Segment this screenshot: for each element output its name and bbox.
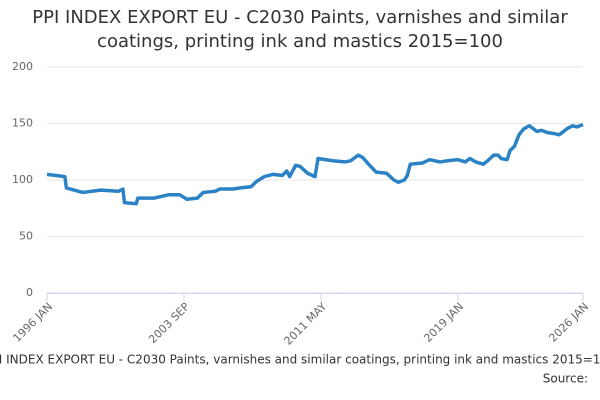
source: Source: [543, 372, 588, 386]
y-tick-label: 200 [12, 60, 33, 73]
y-tick-label: 50 [19, 230, 33, 243]
x-tick-label: 1996 JAN [10, 300, 55, 345]
y-tick-label: 100 [12, 173, 33, 186]
y-tick-label: 150 [12, 117, 33, 130]
series-line [46, 122, 584, 206]
y-tick-label: 0 [26, 286, 33, 299]
x-tick-label: 2019 JAN [421, 300, 466, 345]
subtitle: PPI INDEX EXPORT EU - C2030 Paints, varn… [0, 353, 600, 367]
chart-title: PPI INDEX EXPORT EU - C2030 Paints, varn… [32, 7, 568, 52]
x-tick-label: 2011 MAY [282, 300, 330, 348]
x-tick-label: 2003 SEP [146, 300, 192, 346]
x-tick-label: 2026 JAN [546, 300, 591, 345]
